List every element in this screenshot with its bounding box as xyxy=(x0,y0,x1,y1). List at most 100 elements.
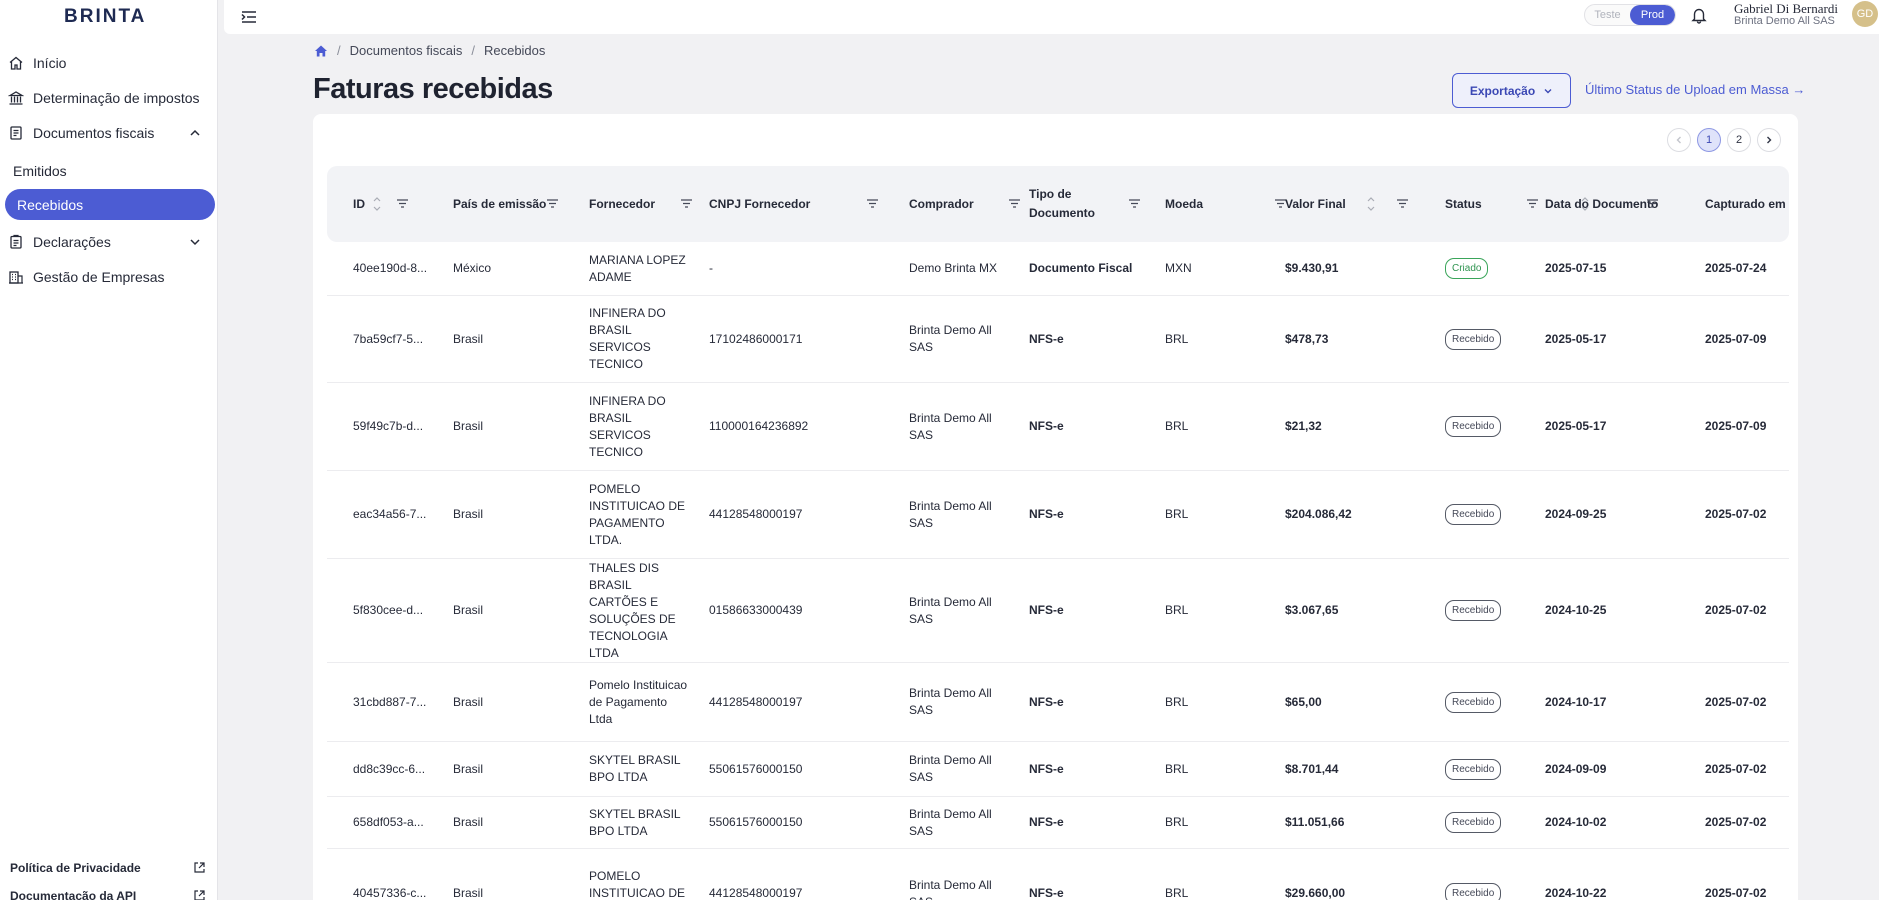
status-badge: Recebido xyxy=(1445,812,1502,833)
chevron-down-icon[interactable] xyxy=(188,235,202,249)
cell-moeda: BRL xyxy=(1165,886,1189,900)
filter-icon[interactable] xyxy=(546,197,559,210)
breadcrumb-documentos-fiscais[interactable]: Documentos fiscais xyxy=(349,43,463,58)
filter-icon[interactable] xyxy=(1274,197,1287,210)
sort-icon[interactable] xyxy=(1581,195,1589,213)
filter-icon[interactable] xyxy=(866,197,879,210)
breadcrumb: / Documentos fiscais / Recebidos xyxy=(314,43,545,58)
sidebar-item-inicio[interactable]: Início xyxy=(0,48,218,78)
environment-toggle[interactable]: Teste Prod xyxy=(1584,4,1676,26)
table-row[interactable]: eac34a56-7... Brasil POMELO INSTITUICAO DE… xyxy=(327,471,1789,559)
cell-status: Recebido xyxy=(1445,296,1535,382)
export-button[interactable]: Exportação xyxy=(1452,73,1571,108)
table-row[interactable]: dd8c39cc-6... Brasil SKYTEL BRASIL BPO LTD… xyxy=(327,742,1789,797)
export-label: Exportação xyxy=(1469,83,1536,98)
cell-pais: Brasil xyxy=(453,331,484,346)
header-cnpj-fornecedor: CNPJ Fornecedor xyxy=(709,196,811,211)
filter-icon[interactable] xyxy=(396,197,409,210)
pagination-page-2[interactable]: 2 xyxy=(1727,128,1751,152)
status-badge: Recebido xyxy=(1445,328,1502,350)
filter-icon[interactable] xyxy=(1646,197,1659,210)
env-prod-option[interactable]: Prod xyxy=(1630,5,1675,25)
cell-tipo-documento: NFS-e xyxy=(1029,331,1064,346)
cell-capturado-em: 2025-07-02 xyxy=(1705,761,1767,776)
chevron-up-icon[interactable] xyxy=(188,126,202,140)
chevron-left-icon xyxy=(1676,136,1681,144)
cell-status: Recebido xyxy=(1445,663,1535,741)
invoices-card: 1 2 ID País de emissão Fornecedor CNPJ Forn… xyxy=(313,114,1798,900)
filter-icon[interactable] xyxy=(1396,197,1409,210)
sort-icon[interactable] xyxy=(373,195,381,213)
sidebar-item-label: Declarações xyxy=(33,234,111,250)
cell-status: Recebido xyxy=(1445,797,1535,848)
top-bar: Teste Prod Gabriel Di Bernardi Brinta De… xyxy=(224,0,1879,34)
filter-icon[interactable] xyxy=(1526,197,1539,210)
breadcrumb-separator: / xyxy=(471,43,475,58)
cell-cnpj: 44128548000197 xyxy=(709,694,803,709)
building-icon xyxy=(8,269,24,285)
table-row[interactable]: 5f830cee-d... Brasil THALES DIS BRASIL CAR… xyxy=(327,559,1789,663)
cell-capturado-em: 2025-07-02 xyxy=(1705,815,1767,829)
sidebar-item-documentos-fiscais[interactable]: Documentos fiscais xyxy=(0,118,218,148)
clipboard-icon xyxy=(8,234,24,250)
breadcrumb-separator: / xyxy=(337,43,341,58)
cell-status: Criado xyxy=(1445,242,1535,295)
table-row[interactable]: 31cbd887-7... Brasil Pomelo Instituicao de… xyxy=(327,663,1789,742)
sidebar-subitem-emitidos[interactable]: Emitidos xyxy=(13,163,67,179)
bell-icon[interactable] xyxy=(1690,6,1708,24)
cell-comprador: Brinta Demo All SAS xyxy=(909,410,992,442)
header-comprador: Comprador xyxy=(909,196,974,211)
filter-icon[interactable] xyxy=(1128,197,1141,210)
cell-id: eac34a56-7... xyxy=(353,507,427,521)
sidebar-item-gestao-empresas[interactable]: Gestão de Empresas xyxy=(0,262,218,292)
cell-valor-final: $9.430,91 xyxy=(1285,261,1339,275)
table-row[interactable]: 658df053-a... Brasil SKYTEL BRASIL BPO LTD… xyxy=(327,797,1789,849)
cell-tipo-documento: NFS-e xyxy=(1029,694,1064,709)
filter-icon[interactable] xyxy=(1008,197,1021,210)
brinta-logo[interactable]: BRINTA xyxy=(64,6,147,27)
cell-comprador: Brinta Demo All SAS xyxy=(909,877,992,900)
user-name[interactable]: Gabriel Di Bernardi xyxy=(1734,1,1838,16)
header-pais-emissao: País de emissão xyxy=(453,196,547,211)
table-header: ID País de emissão Fornecedor CNPJ Forneced… xyxy=(327,166,1789,242)
cell-capturado-em: 2025-07-24 xyxy=(1705,261,1767,275)
cell-fornecedor: Pomelo Instituicao de Pagamento Ltda xyxy=(589,677,688,726)
env-test-option[interactable]: Teste xyxy=(1594,9,1621,21)
table-row[interactable]: 40457336-c... Brasil POMELO INSTITUICAO DE… xyxy=(327,849,1789,900)
breadcrumb-recebidos: Recebidos xyxy=(483,43,546,58)
avatar[interactable]: GD xyxy=(1852,1,1878,27)
pagination-next-button[interactable] xyxy=(1757,128,1781,152)
home-icon[interactable] xyxy=(314,44,328,58)
sidebar-subitem-recebidos[interactable]: Recebidos xyxy=(5,189,215,220)
sidebar-item-determinacao-impostos[interactable]: Determinação de impostos xyxy=(0,83,218,113)
sort-icon[interactable] xyxy=(1367,195,1375,213)
bank-icon xyxy=(8,90,24,106)
external-link-icon xyxy=(194,862,205,873)
mass-upload-status-link[interactable]: Último Status de Upload em Massa → xyxy=(1585,82,1806,97)
filter-icon[interactable] xyxy=(680,197,693,210)
api-docs-link[interactable]: Documentação da API xyxy=(10,889,206,900)
table-row[interactable]: 59f49c7b-d... Brasil INFINERA DO BRASIL SE… xyxy=(327,383,1789,471)
menu-collapse-icon[interactable] xyxy=(240,8,258,26)
user-organization: Brinta Demo All SAS xyxy=(1734,15,1835,27)
status-badge: Criado xyxy=(1445,258,1489,279)
cell-capturado-em: 2025-07-09 xyxy=(1705,331,1767,346)
cell-cnpj: 01586633000439 xyxy=(709,603,803,617)
cell-comprador: Brinta Demo All SAS xyxy=(909,323,992,354)
pagination-prev-button[interactable] xyxy=(1667,128,1691,152)
status-badge: Recebido xyxy=(1445,504,1502,525)
table-row[interactable]: 7ba59cf7-5... Brasil INFINERA DO BRASIL SE… xyxy=(327,296,1789,383)
cell-cnpj: 44128548000197 xyxy=(709,886,803,900)
cell-data-documento: 2024-09-09 xyxy=(1545,761,1607,776)
cell-id: dd8c39cc-6... xyxy=(353,761,426,776)
cell-fornecedor: SKYTEL BRASIL BPO LTDA xyxy=(589,753,681,784)
privacy-policy-link[interactable]: Política de Privacidade xyxy=(10,861,206,875)
header-tipo-documento: Tipo de Documento xyxy=(1029,187,1095,220)
cell-tipo-documento: NFS-e xyxy=(1029,603,1064,617)
sidebar-item-declaracoes[interactable]: Declarações xyxy=(0,227,218,257)
header-data-documento: Data do Documento xyxy=(1545,196,1659,211)
cell-id: 40ee190d-8... xyxy=(353,261,428,275)
cell-cnpj: 55061576000150 xyxy=(709,815,803,829)
pagination-page-1[interactable]: 1 xyxy=(1697,128,1721,152)
table-row[interactable]: 40ee190d-8... México MARIANA LOPEZ ADAME - D… xyxy=(327,242,1789,296)
